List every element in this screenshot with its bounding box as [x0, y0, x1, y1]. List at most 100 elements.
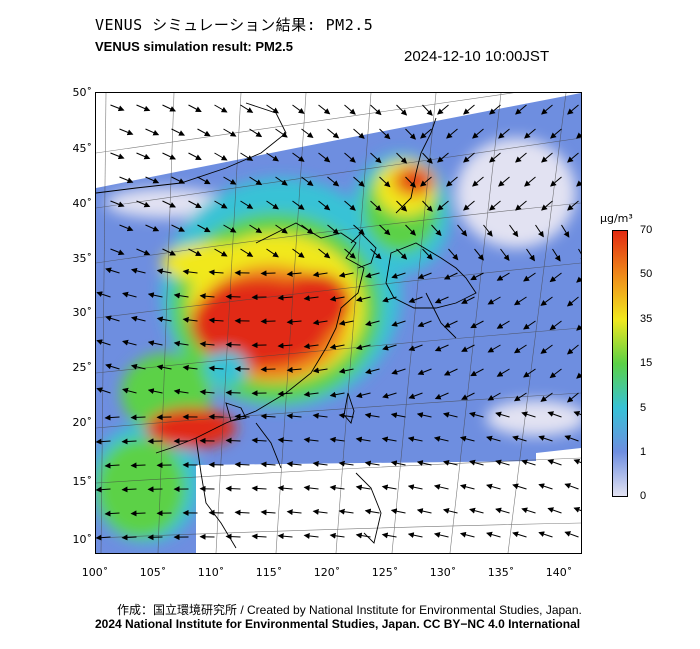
- wind-arrow: [515, 152, 527, 163]
- wind-arrow: [379, 128, 391, 140]
- wind-arrow: [260, 461, 276, 468]
- wind-arrow: [470, 368, 484, 377]
- wind-arrow: [487, 392, 501, 401]
- wind-arrow: [355, 436, 371, 443]
- wind-arrow: [96, 387, 111, 394]
- wind-arrow: [407, 484, 423, 491]
- wind-arrow: [303, 391, 319, 398]
- wind-arrow: [355, 296, 371, 303]
- wind-arrow: [437, 200, 449, 211]
- wind-arrow: [225, 533, 241, 540]
- wind-arrow: [365, 272, 380, 279]
- wind-arrow: [130, 414, 146, 421]
- wind-arrow: [338, 508, 354, 515]
- wind-arrow: [434, 344, 449, 352]
- wind-arrow: [188, 200, 202, 208]
- wind-arrow: [496, 320, 510, 329]
- wind-arrow: [338, 367, 354, 374]
- wind-arrow: [121, 486, 137, 493]
- wind-arrow: [463, 152, 475, 163]
- wind-arrow: [381, 484, 397, 491]
- wind-arrow: [472, 176, 484, 187]
- colorbar-tick: 0: [640, 490, 647, 502]
- wind-arrow: [382, 296, 397, 303]
- lon-label: 100˚: [81, 566, 109, 579]
- lon-label: 110˚: [197, 566, 225, 579]
- wind-arrow: [463, 104, 475, 115]
- wind-arrow: [208, 317, 224, 324]
- lon-label: 125˚: [371, 566, 399, 579]
- wind-arrow: [234, 413, 250, 420]
- wind-arrow: [312, 271, 328, 278]
- wind-arrow: [329, 436, 345, 443]
- wind-arrow: [188, 152, 202, 160]
- wind-arrow: [136, 248, 151, 256]
- wind-arrow: [576, 180, 581, 187]
- wind-arrow: [567, 200, 579, 211]
- wind-arrow: [443, 272, 458, 280]
- concentration-field: [96, 93, 581, 553]
- wind-arrow: [286, 461, 302, 468]
- wind-arrow: [500, 248, 510, 261]
- wind-arrow: [564, 435, 579, 442]
- wind-arrow: [390, 412, 406, 419]
- wind-arrow: [122, 291, 137, 298]
- wind-arrow: [540, 296, 553, 306]
- wind-arrow: [208, 365, 224, 372]
- wind-arrow: [495, 459, 510, 466]
- wind-arrow: [303, 295, 319, 302]
- wind-arrow: [292, 104, 305, 114]
- wind-arrow: [251, 485, 267, 492]
- wind-arrow: [486, 531, 501, 538]
- wind-arrow: [173, 388, 189, 395]
- wind-arrow: [277, 533, 293, 540]
- wind-arrow: [234, 461, 250, 468]
- wind-arrow: [104, 510, 120, 517]
- wind-arrow: [526, 248, 535, 262]
- wind-arrow: [275, 176, 288, 186]
- wind-arrow: [442, 507, 458, 514]
- wind-arrow: [461, 344, 475, 352]
- colorbar: [612, 230, 628, 497]
- wind-arrow: [469, 459, 484, 466]
- wind-arrow: [470, 272, 484, 281]
- wind-arrow: [416, 412, 432, 419]
- wind-arrow: [110, 152, 125, 160]
- wind-arrow: [390, 508, 406, 515]
- wind-arrow: [405, 224, 416, 236]
- wind-vectors: [96, 104, 581, 541]
- wind-arrow: [487, 344, 501, 353]
- wind-arrow: [353, 128, 365, 139]
- wind-arrow: [260, 413, 276, 420]
- wind-arrow: [171, 128, 185, 136]
- lon-label: 115˚: [255, 566, 283, 579]
- wind-arrow: [130, 363, 146, 370]
- wind-arrow: [355, 392, 371, 399]
- wind-arrow: [225, 293, 241, 300]
- wind-arrow: [312, 319, 328, 326]
- timestamp: 2024-12-10 10:00JST: [404, 48, 550, 65]
- wind-arrow: [561, 224, 570, 238]
- wind-arrow: [136, 152, 151, 160]
- wind-arrow: [110, 248, 125, 256]
- wind-arrow: [318, 248, 331, 259]
- wind-arrow: [523, 320, 536, 330]
- wind-arrow: [567, 104, 579, 115]
- wind-arrow: [353, 176, 365, 187]
- wind-arrow: [408, 344, 423, 351]
- wind-arrow: [260, 318, 276, 325]
- wind-arrow: [549, 368, 562, 379]
- wind-arrow: [448, 248, 459, 261]
- wind-arrow: [535, 224, 544, 238]
- colorbar-tick: 50: [640, 268, 653, 280]
- wind-arrow: [344, 152, 356, 163]
- wind-arrow: [312, 460, 328, 467]
- wind-arrow: [145, 224, 160, 232]
- wind-arrow: [122, 387, 137, 394]
- wind-arrow: [521, 507, 536, 514]
- wind-arrow: [104, 462, 120, 469]
- wind-arrow: [329, 343, 345, 350]
- wind-arrow: [329, 532, 345, 539]
- wind-arrow: [301, 176, 314, 187]
- wind-arrow: [364, 460, 380, 467]
